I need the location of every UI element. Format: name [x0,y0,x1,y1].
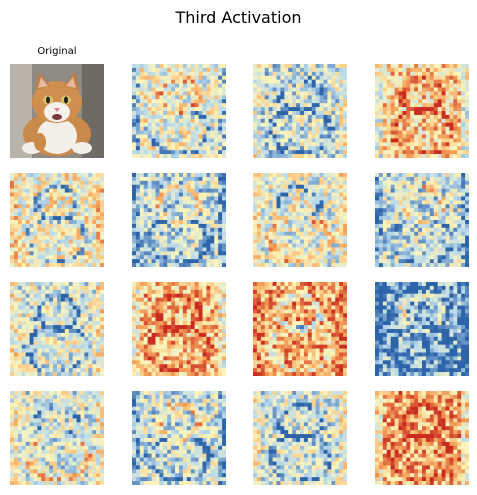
activation-map [10,282,104,376]
activation-map [10,391,104,485]
activation-map [375,282,469,376]
activation-map [253,391,347,485]
activation-map [375,64,469,158]
activation-map [375,391,469,485]
original-cat-photo [10,64,104,158]
activation-map [10,173,104,267]
activation-map [253,282,347,376]
figure-title: Third Activation [175,8,302,27]
activation-map [132,391,226,485]
original-label: Original [37,46,77,57]
activation-map [132,173,226,267]
activation-map [253,173,347,267]
activation-map [375,173,469,267]
activation-map [253,64,347,158]
activation-map [132,64,226,158]
activation-map [132,282,226,376]
